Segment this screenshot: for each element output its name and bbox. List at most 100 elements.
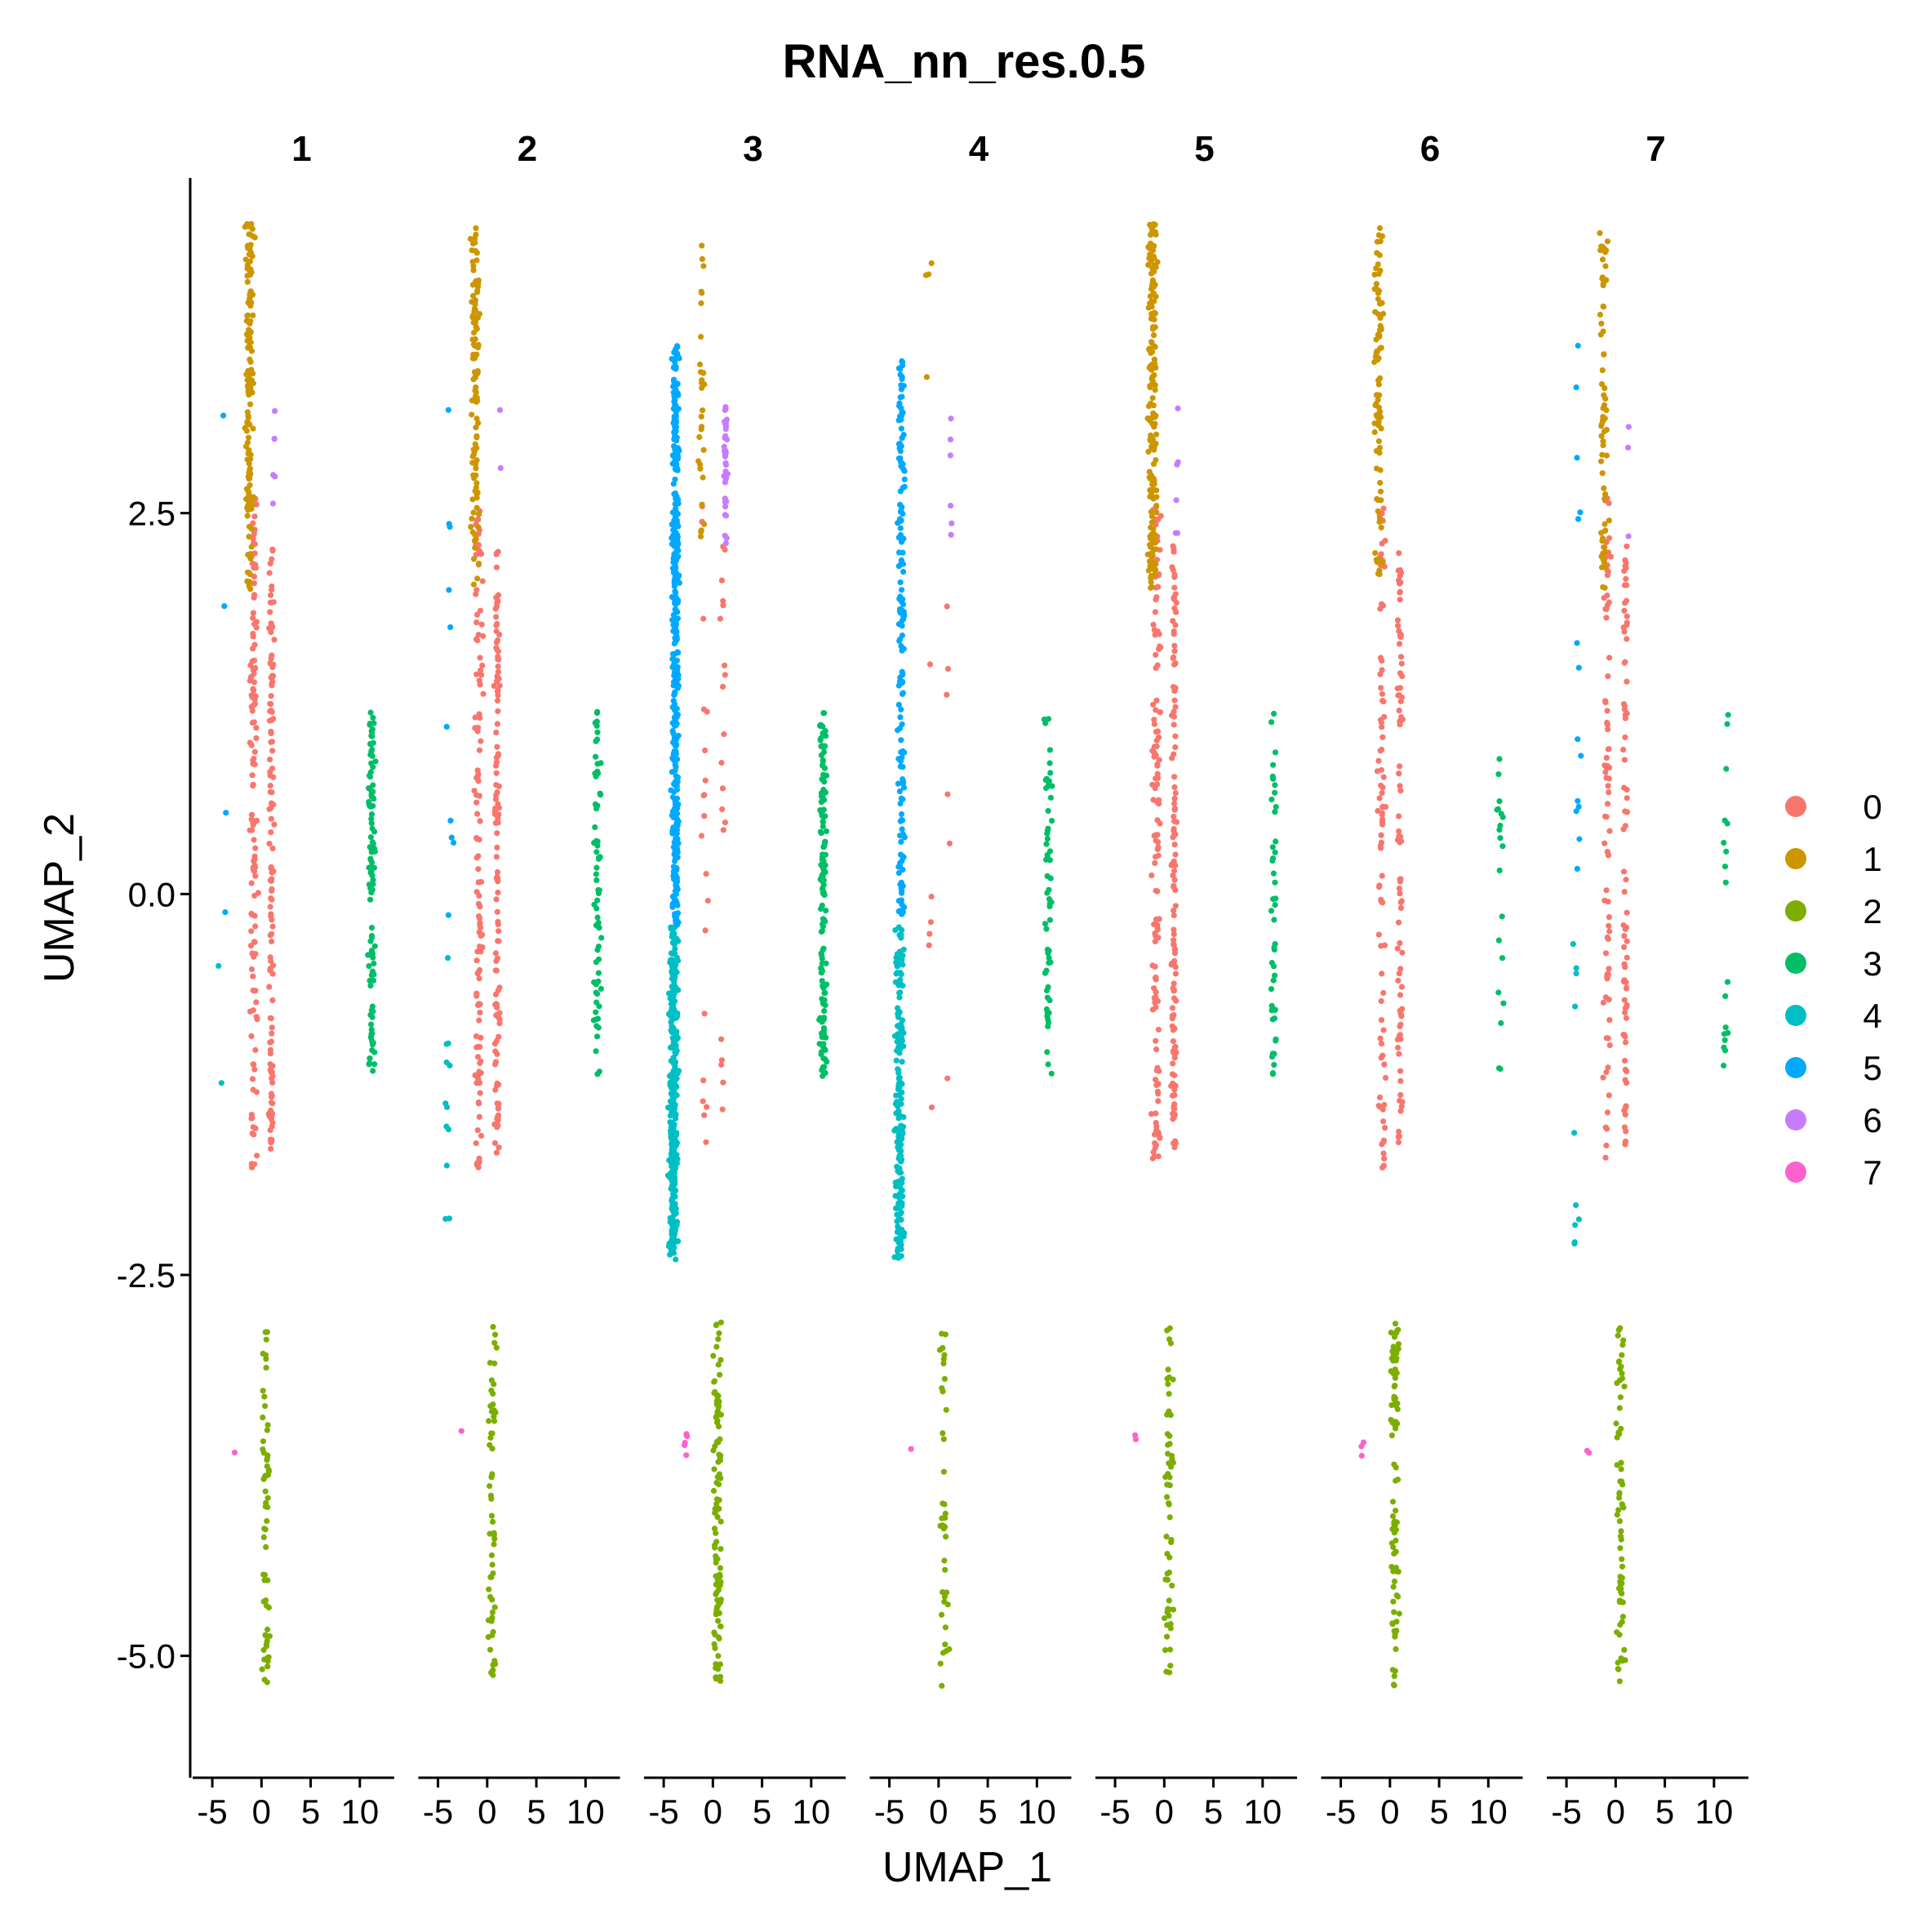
point-cluster-2 (486, 1418, 492, 1424)
point-cluster-5 (1575, 516, 1582, 522)
point-cluster-0 (250, 630, 256, 637)
point-cluster-4 (894, 963, 900, 970)
point-cluster-1 (1601, 495, 1608, 502)
point-cluster-2 (1390, 1598, 1397, 1605)
point-cluster-5 (672, 457, 678, 464)
point-cluster-1 (1602, 491, 1609, 498)
point-cluster-0 (1171, 661, 1178, 668)
point-cluster-0 (268, 913, 274, 920)
point-cluster-0 (252, 873, 259, 879)
point-cluster-3 (820, 823, 826, 830)
point-cluster-0 (1171, 795, 1178, 802)
points-facet-4 (891, 260, 1055, 1689)
point-cluster-0 (1171, 628, 1177, 634)
point-cluster-0 (1379, 821, 1386, 828)
point-cluster-3 (1269, 773, 1276, 780)
point-cluster-0 (268, 1015, 274, 1022)
point-cluster-0 (248, 966, 255, 973)
point-cluster-0 (253, 999, 260, 1006)
point-cluster-0 (1151, 721, 1157, 727)
point-cluster-0 (1603, 1068, 1610, 1076)
point-cluster-0 (475, 1054, 482, 1060)
point-cluster-2 (939, 1515, 945, 1521)
point-cluster-0 (1622, 964, 1628, 970)
point-cluster-2 (940, 1436, 947, 1442)
point-cluster-3 (1045, 1061, 1051, 1068)
point-cluster-2 (1620, 1337, 1627, 1344)
point-cluster-0 (1396, 550, 1402, 557)
point-cluster-0 (1398, 898, 1405, 904)
point-cluster-0 (1153, 1037, 1159, 1044)
point-cluster-1 (1147, 563, 1153, 570)
x-tick-label: 0 (1155, 1792, 1174, 1831)
point-cluster-2 (1393, 1464, 1399, 1471)
point-cluster-5 (221, 603, 228, 610)
point-cluster-0 (1170, 834, 1176, 841)
point-cluster-1 (1148, 513, 1155, 520)
point-cluster-1 (1147, 535, 1154, 542)
point-cluster-0 (1171, 722, 1177, 728)
point-cluster-3 (818, 799, 824, 806)
point-cluster-5 (674, 542, 681, 549)
point-cluster-1 (242, 424, 248, 432)
point-cluster-4 (900, 946, 907, 953)
point-cluster-3 (1497, 835, 1504, 842)
point-cluster-5 (895, 535, 902, 541)
point-cluster-3 (368, 748, 375, 755)
point-cluster-0 (1154, 846, 1161, 853)
point-cluster-0 (249, 950, 255, 957)
point-cluster-6 (947, 452, 953, 459)
point-cluster-5 (1574, 640, 1580, 646)
point-cluster-4 (673, 1222, 680, 1228)
point-cluster-4 (898, 1026, 904, 1033)
point-cluster-1 (1376, 556, 1383, 562)
point-cluster-1 (250, 425, 256, 432)
point-cluster-5 (673, 428, 679, 434)
point-cluster-0 (1375, 931, 1382, 938)
point-cluster-5 (897, 394, 904, 401)
point-cluster-5 (900, 549, 906, 556)
point-cluster-0 (492, 606, 499, 612)
point-cluster-3 (820, 806, 827, 813)
point-cluster-1 (1147, 558, 1153, 565)
point-cluster-4 (671, 1104, 677, 1110)
point-cluster-0 (270, 802, 277, 808)
point-cluster-0 (1170, 1140, 1177, 1147)
point-cluster-1 (1153, 503, 1160, 509)
point-cluster-5 (672, 767, 678, 774)
point-cluster-2 (491, 1541, 497, 1548)
point-cluster-1 (1150, 332, 1157, 339)
point-cluster-0 (926, 930, 933, 937)
point-cluster-4 (898, 931, 904, 938)
point-cluster-1 (1145, 244, 1152, 251)
point-cluster-0 (252, 664, 259, 672)
point-cluster-3 (1722, 1024, 1729, 1031)
x-tick-label: 0 (704, 1792, 722, 1831)
point-cluster-0 (717, 615, 724, 622)
point-cluster-1 (1378, 425, 1384, 432)
point-cluster-1 (473, 231, 479, 238)
point-cluster-1 (246, 343, 252, 349)
point-cluster-3 (1047, 770, 1054, 776)
point-cluster-5 (673, 558, 679, 565)
point-cluster-0 (1397, 839, 1403, 846)
point-cluster-3 (1723, 848, 1730, 855)
point-cluster-2 (1621, 1383, 1628, 1390)
point-cluster-2 (493, 1344, 500, 1351)
point-cluster-0 (1398, 984, 1405, 990)
point-cluster-1 (1372, 549, 1379, 557)
point-cluster-3 (367, 769, 374, 775)
point-cluster-0 (946, 840, 953, 846)
point-cluster-1 (1601, 385, 1608, 392)
point-cluster-0 (1172, 704, 1179, 710)
point-cluster-0 (267, 783, 273, 789)
point-cluster-2 (1614, 1512, 1620, 1518)
point-cluster-3 (1271, 944, 1277, 951)
facet-panel-2: 2-5 0 5 10 (418, 129, 620, 1831)
point-cluster-0 (269, 789, 275, 796)
point-cluster-0 (475, 1164, 482, 1170)
points-facet-2 (442, 225, 605, 1678)
point-cluster-0 (475, 632, 482, 638)
point-cluster-4 (673, 1115, 679, 1121)
point-cluster-2 (941, 1352, 948, 1358)
